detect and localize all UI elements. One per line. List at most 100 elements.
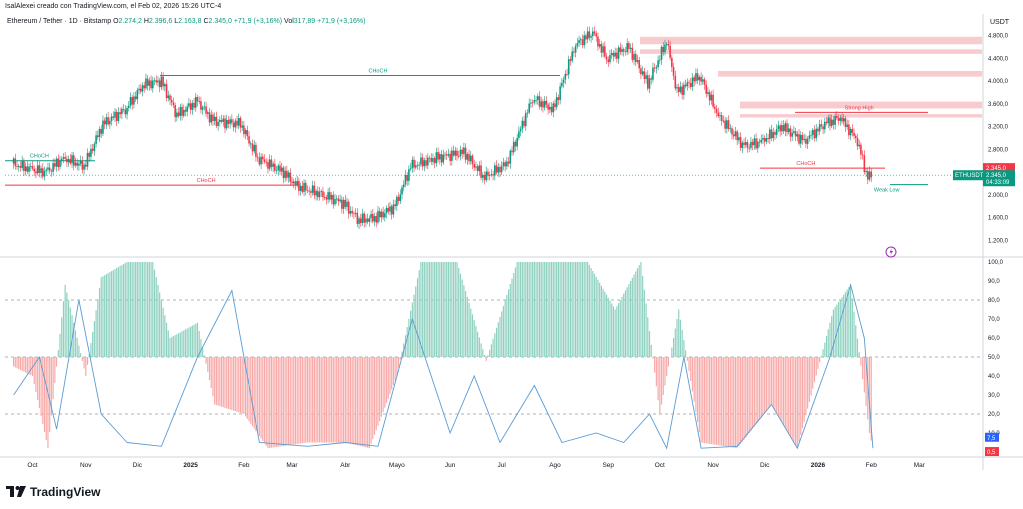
- osc-bar: [643, 289, 645, 357]
- alert-icon[interactable]: [885, 246, 897, 258]
- volume-change: +71,9 (+3,16%): [317, 18, 366, 25]
- osc-bar: [66, 292, 68, 357]
- candle: [566, 73, 568, 75]
- osc-bar: [313, 357, 315, 443]
- candle: [193, 102, 195, 108]
- osc-bar: [368, 357, 370, 449]
- time-tick-label: Oct: [27, 462, 37, 469]
- osc-bar: [432, 262, 434, 357]
- symbol-title[interactable]: Ethereum / Tether · 1D · Bitstamp: [7, 18, 112, 25]
- tradingview-brand[interactable]: TradingView: [6, 485, 100, 499]
- candle: [550, 106, 553, 113]
- candle: [36, 165, 39, 174]
- candle: [134, 96, 137, 100]
- candle: [33, 168, 36, 172]
- candle: [392, 204, 395, 215]
- candle: [227, 119, 230, 124]
- candle: [514, 141, 517, 147]
- candle: [868, 171, 871, 180]
- osc-bar: [514, 267, 517, 357]
- candle: [598, 44, 601, 47]
- candle: [846, 124, 848, 127]
- osc-bar: [483, 354, 486, 357]
- osc-bar: [37, 357, 39, 401]
- candle: [612, 52, 615, 57]
- candle: [249, 143, 252, 145]
- osc-bar: [554, 262, 556, 357]
- candle: [659, 59, 661, 61]
- osc-tick-label: 30,0: [988, 393, 1000, 399]
- candle: [219, 119, 221, 122]
- candle: [332, 194, 335, 205]
- time-tick-label: Mar: [914, 462, 926, 469]
- candle: [334, 199, 336, 205]
- osc-bar: [489, 349, 491, 357]
- osc-bar: [373, 357, 376, 435]
- candle: [165, 84, 168, 99]
- candle: [12, 158, 15, 164]
- candle: [145, 78, 147, 89]
- candle: [179, 106, 182, 116]
- osc-bar: [179, 332, 181, 357]
- osc-bar: [709, 357, 711, 444]
- osc-bar: [616, 306, 618, 357]
- osc-bar: [257, 357, 259, 434]
- candle: [385, 207, 388, 214]
- candle: [464, 147, 467, 160]
- osc-bar: [690, 357, 692, 382]
- symbol-legend[interactable]: Ethereum / Tether · 1D · Bitstamp O2.274…: [7, 18, 365, 25]
- candle: [519, 128, 522, 132]
- candle: [736, 131, 738, 141]
- candle: [232, 122, 235, 128]
- osc-bar: [165, 322, 168, 357]
- osc-bar: [141, 262, 144, 357]
- candle: [602, 46, 604, 53]
- candle: [866, 171, 869, 180]
- osc-bar: [301, 357, 303, 444]
- candle: [712, 94, 714, 107]
- candle: [468, 154, 470, 162]
- candle: [382, 211, 384, 218]
- osc-bar: [212, 357, 214, 397]
- candle: [744, 142, 747, 145]
- candle: [205, 106, 207, 114]
- osc-bar: [227, 357, 230, 409]
- osc-bar: [652, 357, 654, 359]
- candle: [674, 75, 677, 89]
- osc-bar: [284, 357, 286, 446]
- osc-bar: [648, 331, 651, 357]
- price-tick-label: 4.800,0: [988, 34, 1009, 40]
- candle: [701, 79, 704, 82]
- candle: [394, 204, 396, 207]
- candle: [117, 112, 120, 121]
- osc-bar: [153, 269, 156, 357]
- candle: [229, 119, 231, 124]
- osc-bar: [67, 300, 70, 357]
- osc-bar: [518, 262, 520, 357]
- osc-bar: [306, 357, 309, 443]
- candle: [669, 45, 671, 58]
- candle: [555, 97, 558, 108]
- candle: [836, 116, 838, 119]
- osc-bar: [411, 302, 413, 357]
- candle: [40, 168, 42, 173]
- osc-bar: [550, 262, 553, 357]
- candle: [260, 156, 262, 165]
- osc-bar: [117, 267, 120, 357]
- candle: [619, 47, 622, 53]
- candle: [341, 199, 343, 209]
- candle: [851, 128, 854, 133]
- candle: [579, 39, 582, 41]
- candle: [270, 159, 273, 167]
- osc-bar: [272, 357, 274, 448]
- osc-bar: [789, 357, 792, 437]
- candle: [590, 36, 592, 38]
- osc-bar: [270, 357, 272, 448]
- osc-bar: [820, 355, 822, 357]
- candle: [311, 185, 314, 193]
- candle: [258, 157, 261, 165]
- price-tick-label: 4.400,0: [988, 56, 1009, 62]
- osc-bar: [102, 276, 104, 357]
- osc-bar: [487, 355, 489, 357]
